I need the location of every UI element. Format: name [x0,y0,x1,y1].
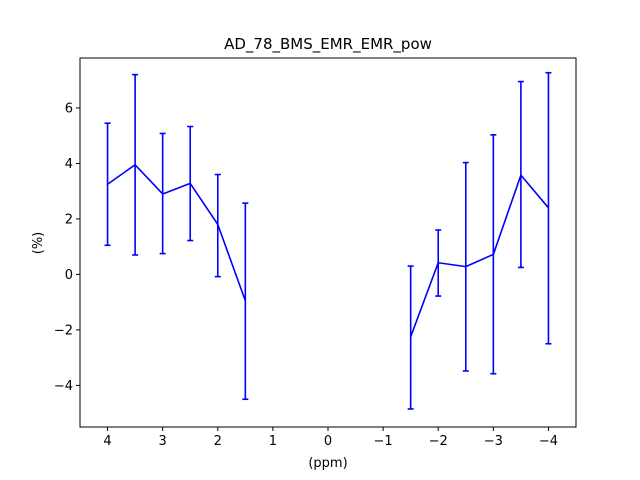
chart-title: AD_78_BMS_EMR_EMR_pow [224,35,432,54]
x-tick-label: 4 [103,434,111,449]
y-tick-label: −4 [54,379,73,394]
x-axis-ticks: 4 3 2 1 0 −1 −2 −3 −4 [103,427,558,449]
y-tick-label: −2 [54,323,73,338]
y-axis-label: (%) [31,232,46,255]
y-tick-label: 6 [65,101,73,116]
x-tick-label: 1 [269,434,277,449]
x-tick-label: 2 [214,434,222,449]
x-tick-label: −4 [539,434,558,449]
x-tick-label: −1 [374,434,393,449]
x-tick-label: −2 [429,434,448,449]
y-tick-label: 0 [65,268,73,283]
y-tick-label: 2 [65,212,73,227]
plot-area [104,71,552,410]
x-tick-label: −3 [484,434,503,449]
series-line-segment-1 [107,164,247,302]
x-tick-label: 3 [159,434,167,449]
plot-frame [79,57,577,428]
x-axis-label: (ppm) [308,456,347,471]
y-axis-ticks: −4 −2 0 2 4 6 [54,101,80,394]
series-line-segment-2 [409,174,550,338]
x-tick-label: 0 [324,434,332,449]
y-tick-label: 4 [65,157,73,172]
